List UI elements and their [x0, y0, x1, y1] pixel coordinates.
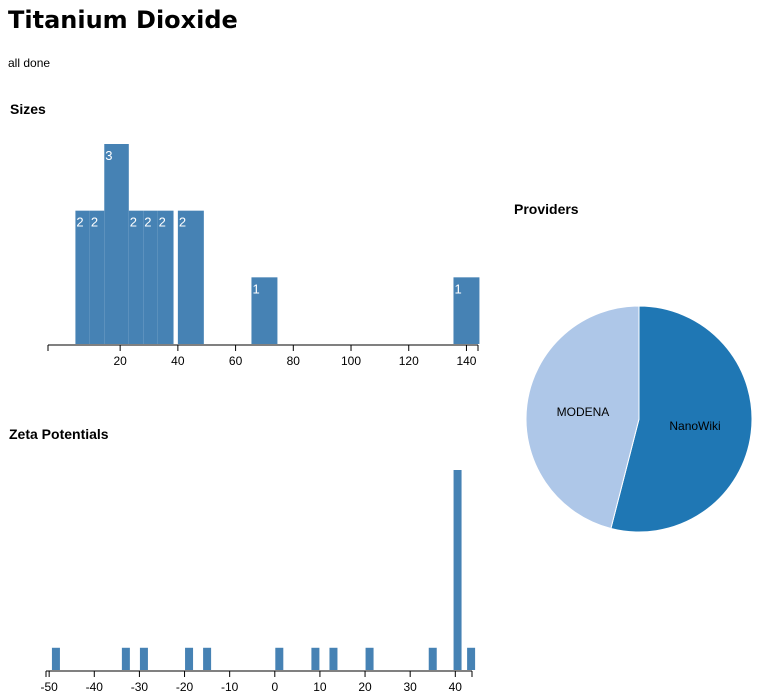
zeta-x-tick-label: -10 [221, 680, 239, 694]
sizes-bar [177, 210, 204, 344]
zeta-bar [365, 647, 374, 670]
sizes-chart-title: Sizes [10, 101, 46, 117]
zeta-x-tick-label: 0 [271, 680, 278, 694]
sizes-x-tick-label: 120 [399, 354, 419, 368]
sizes-bar-label: 2 [179, 215, 186, 230]
sizes-bar-label: 2 [144, 215, 151, 230]
page-title: Titanium Dioxide [8, 6, 238, 34]
zeta-x-tick-label: -20 [176, 680, 194, 694]
providers-chart-title: Providers [514, 201, 579, 217]
zeta-bar [275, 647, 284, 670]
sizes-x-tick-label: 60 [229, 354, 243, 368]
sizes-bar [143, 210, 158, 344]
sizes-bar-label: 3 [105, 148, 112, 163]
zeta-bar [121, 647, 130, 670]
zeta-x-tick-label: 10 [313, 680, 327, 694]
zeta-bar [467, 647, 476, 670]
sizes-bar [89, 210, 105, 344]
zeta-x-tick-label: -30 [131, 680, 149, 694]
sizes-bar [128, 210, 144, 344]
zeta-x-tick-label: -40 [86, 680, 104, 694]
zeta-x-tick-label: 20 [358, 680, 372, 694]
pie-slice-modena [525, 305, 640, 530]
zeta-x-tick-label: -50 [40, 680, 58, 694]
sizes-bar [75, 210, 90, 344]
zeta-bar [185, 647, 194, 670]
zeta-bar [428, 647, 437, 670]
zeta-bar [453, 470, 462, 670]
pie-slice-nanowiki [610, 305, 753, 533]
sizes-bar [453, 277, 480, 344]
sizes-bar [251, 277, 278, 344]
sizes-x-tick-label: 140 [456, 354, 476, 368]
zeta-bar [329, 647, 338, 670]
zeta-bar [203, 647, 212, 670]
pie-slice-label: NanoWiki [669, 419, 720, 433]
zeta-x-tick-label: 40 [449, 680, 463, 694]
sizes-x-tick-label: 100 [341, 354, 361, 368]
sizes-bar-label: 1 [454, 281, 461, 296]
sizes-bar-label: 2 [130, 215, 137, 230]
sizes-bar [104, 144, 129, 344]
pie-slice-label: MODENA [557, 405, 610, 419]
sizes-x-tick-label: 80 [287, 354, 301, 368]
zeta-chart-title: Zeta Potentials [9, 426, 109, 442]
zeta-bar [51, 647, 60, 670]
sizes-bar [157, 210, 174, 344]
zeta-bar [139, 647, 148, 670]
sizes-x-tick-label: 20 [113, 354, 127, 368]
sizes-bar-label: 2 [76, 215, 83, 230]
sizes-bar-label: 2 [91, 215, 98, 230]
zeta-bar [311, 647, 320, 670]
sizes-x-tick-label: 40 [171, 354, 185, 368]
zeta-x-tick-label: 30 [403, 680, 417, 694]
sizes-bar-label: 1 [252, 281, 259, 296]
sizes-bar-label: 2 [159, 215, 166, 230]
status-text: all done [8, 56, 51, 70]
